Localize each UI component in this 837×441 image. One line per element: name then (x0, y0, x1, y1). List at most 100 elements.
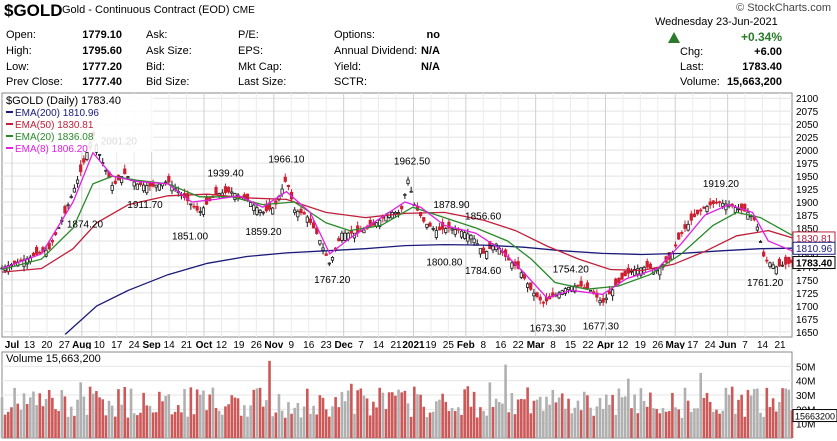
volume-bar (38, 393, 42, 438)
open-label: Open: (6, 29, 36, 41)
price-candle (519, 272, 523, 278)
volume-axis-label: 40M (796, 377, 815, 388)
volume-bar (227, 404, 230, 438)
volume-bar (601, 408, 605, 438)
volume-bar (450, 407, 454, 438)
price-axis-label: 1900 (796, 198, 819, 209)
volume-bar (778, 401, 781, 438)
volume-bar (176, 405, 180, 438)
price-candle (588, 289, 593, 292)
price-candle (450, 228, 454, 231)
volume-bar (95, 391, 98, 438)
time-axis-label: 26 (652, 340, 664, 349)
volume-bar (280, 410, 284, 438)
volume-bar (510, 393, 514, 438)
price-candle (689, 213, 693, 221)
price-candle (132, 181, 136, 187)
volume-bar (173, 411, 177, 438)
price-axis-label: 1875 (796, 211, 819, 222)
low-value: 1777.20 (82, 61, 122, 73)
price-candle (79, 164, 83, 173)
pe-label: P/E: (238, 29, 259, 41)
time-axis-label: 14 (373, 340, 385, 349)
price-candle (66, 204, 70, 207)
volume-bar (774, 411, 778, 438)
legend-label: EMA(50) 1830.81 (15, 120, 94, 131)
volume-bar (54, 409, 57, 438)
price-candle (714, 201, 719, 204)
price-candle (633, 268, 637, 276)
volume-bar (224, 406, 227, 438)
volume-bar (261, 406, 265, 438)
time-axis-label: 13 (24, 340, 36, 349)
volume-bar (516, 399, 520, 438)
time-axis-label: 21 (390, 340, 402, 349)
price-candle (47, 242, 51, 250)
time-axis-label: 7 (742, 340, 748, 349)
price-candle (63, 205, 67, 214)
time-axis-label: Nov (264, 340, 283, 349)
volume-bar (630, 408, 633, 438)
price-candle (746, 211, 750, 220)
price-annotation: 1878.90 (433, 200, 470, 211)
volume-bar (19, 409, 23, 438)
price-candle (444, 228, 448, 233)
price-candle (135, 183, 139, 190)
price-candle (271, 207, 275, 215)
volume-bar (255, 388, 259, 438)
time-axis-label: Aug (72, 340, 91, 349)
time-axis-label: 20 (41, 340, 53, 349)
volume-bar (413, 386, 416, 438)
volume-bar (239, 415, 243, 438)
time-axis-label: 22 (582, 340, 594, 349)
chg-label: Chg: (680, 46, 704, 58)
volume-bar (734, 413, 737, 438)
volume-bar (205, 410, 208, 438)
price-candle (743, 203, 747, 212)
volume-bar (686, 400, 690, 438)
price-candle (157, 183, 161, 191)
time-axis-label: 19 (233, 340, 245, 349)
price-candle (192, 205, 196, 208)
volume-bar (51, 397, 54, 438)
volume-axis-label: 10M (796, 420, 815, 431)
price-candle (110, 184, 114, 191)
price-candle (120, 176, 124, 184)
price-candle (535, 292, 539, 297)
last-value: 1783.40 (742, 61, 782, 73)
price-candle (437, 226, 442, 231)
time-axis-label: 7 (358, 340, 364, 349)
volume-bar (154, 412, 158, 438)
volume-bar (674, 407, 677, 438)
price-candle (151, 182, 155, 187)
price-annotation: 1874.20 (67, 219, 104, 230)
volume-bar (0, 397, 4, 438)
volume-bar (677, 409, 680, 438)
volume-bar (202, 390, 205, 438)
time-axis-label: 27 (59, 340, 71, 349)
price-axis-label: 1950 (796, 172, 819, 183)
volume-bar (447, 411, 451, 438)
volume-bar (765, 387, 769, 438)
volume-bar (645, 406, 649, 438)
price-candle (702, 206, 706, 209)
time-axis-label: Apr (597, 340, 614, 349)
volume-bar (649, 392, 652, 438)
price-annotation: 1939.40 (207, 169, 244, 180)
volume-bar (246, 416, 249, 438)
time-axis-label: 10 (94, 340, 106, 349)
volume-bar (378, 387, 381, 438)
price-candle (648, 263, 652, 269)
volume-bar (507, 412, 511, 438)
volume-bar (551, 389, 555, 438)
volume-bar (504, 364, 507, 438)
volume-bar (117, 389, 120, 438)
price-axis-label: 1725 (796, 289, 819, 300)
price-axis-label: 2050 (796, 120, 819, 131)
price-candle (393, 212, 398, 215)
volume-bar (10, 407, 13, 438)
price-candle (677, 232, 681, 240)
volume-bar (497, 402, 501, 438)
volume-bar (236, 398, 240, 438)
time-axis-label: 21 (181, 340, 193, 349)
